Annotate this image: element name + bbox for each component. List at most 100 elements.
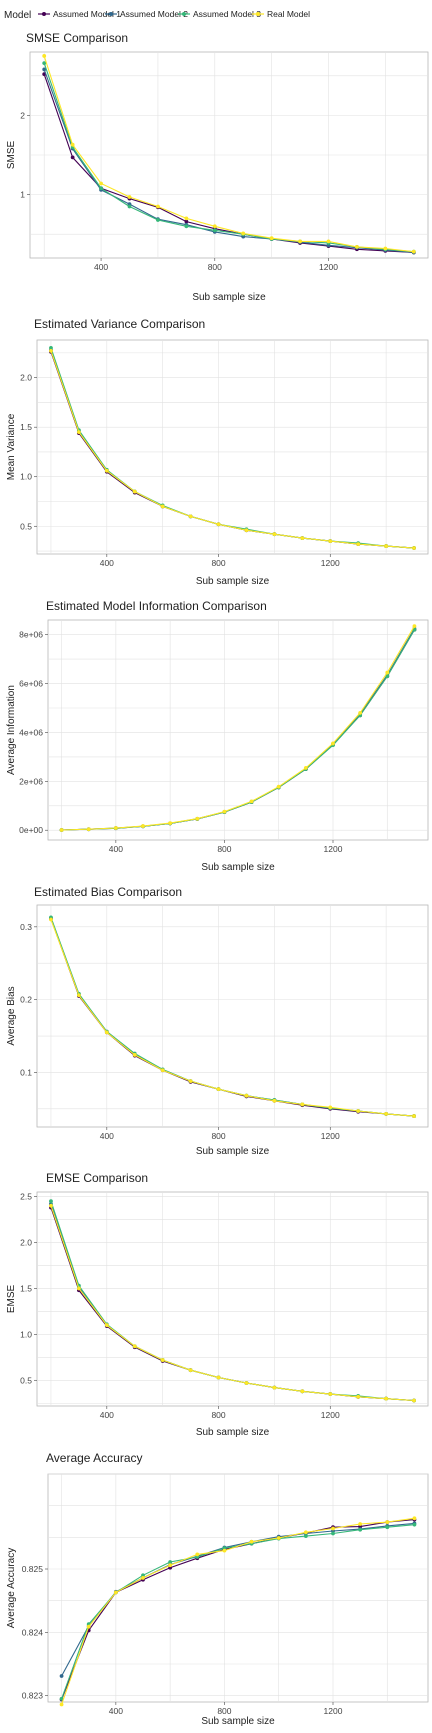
charts: SMSE Comparison 400 800 1200 1 2 Sub sample si… bbox=[6, 31, 429, 1727]
plot-frame bbox=[36, 904, 429, 1128]
series-line bbox=[43, 69, 414, 254]
data-point bbox=[216, 522, 221, 527]
y-tick-label: 1.0 bbox=[20, 472, 32, 482]
data-point bbox=[249, 1539, 254, 1544]
data-point bbox=[113, 826, 118, 830]
data-point bbox=[412, 1398, 416, 1403]
data-point bbox=[59, 1702, 64, 1707]
x-axis-label: Sub sample size bbox=[201, 862, 275, 873]
data-point bbox=[160, 1358, 165, 1362]
data-point bbox=[358, 710, 363, 715]
legend-item: Assumed Model 2 bbox=[105, 9, 188, 19]
y-tick-label: 1.5 bbox=[20, 1283, 32, 1293]
x-axis-label: Sub sample size bbox=[196, 576, 270, 587]
data-point bbox=[216, 1375, 221, 1380]
data-point bbox=[141, 1575, 145, 1580]
data-point bbox=[276, 1536, 281, 1540]
data-point bbox=[384, 1396, 389, 1401]
data-point bbox=[76, 1286, 81, 1291]
legend-label: Assumed Model 2 bbox=[120, 9, 188, 19]
series-line bbox=[43, 74, 414, 254]
data-point bbox=[156, 204, 160, 209]
x-tick-label: 1200 bbox=[324, 844, 343, 854]
data-point bbox=[99, 186, 103, 191]
data-point bbox=[195, 1552, 200, 1557]
data-point bbox=[212, 228, 217, 233]
x-axis-label: Sub sample size bbox=[201, 1716, 275, 1727]
x-tick-label: 800 bbox=[211, 1410, 225, 1420]
series-line bbox=[50, 350, 415, 549]
data-point bbox=[49, 1203, 53, 1208]
data-point bbox=[222, 1548, 227, 1553]
x-tick-label: 400 bbox=[100, 558, 114, 568]
y-tick-label: 0.1 bbox=[20, 1067, 32, 1077]
data-point bbox=[300, 1102, 305, 1107]
gridlines bbox=[48, 620, 428, 840]
data-point bbox=[385, 674, 390, 679]
legend-label: Assumed Model 1 bbox=[53, 9, 121, 19]
series-line bbox=[61, 1517, 415, 1705]
legend-key-point bbox=[182, 12, 186, 16]
legend-item: Real Model bbox=[252, 9, 310, 19]
gridlines bbox=[37, 1192, 428, 1406]
data-point bbox=[384, 1111, 389, 1116]
data-point bbox=[358, 1527, 363, 1532]
x-tick-label: 400 bbox=[100, 1410, 114, 1420]
data-point bbox=[59, 828, 64, 832]
x-tick-label: 800 bbox=[208, 262, 222, 272]
series-line bbox=[61, 625, 415, 831]
y-tick-label: 2e+06 bbox=[19, 776, 43, 786]
chart-panel: SMSE Comparison 400 800 1200 1 2 Sub sample si… bbox=[6, 31, 429, 303]
chart-title: SMSE Comparison bbox=[26, 31, 128, 45]
plot-frame bbox=[36, 1191, 429, 1407]
x-tick-label: 800 bbox=[211, 1131, 225, 1141]
data-point bbox=[184, 216, 189, 221]
data-point bbox=[269, 236, 274, 241]
data-point bbox=[222, 809, 227, 814]
series-group bbox=[49, 917, 416, 1118]
legend-key-point bbox=[109, 12, 113, 16]
y-axis-label: EMSE bbox=[6, 1285, 17, 1314]
y-axis-label: Mean Variance bbox=[6, 413, 17, 480]
data-point bbox=[132, 489, 137, 494]
y-axis-label: SMSE bbox=[6, 141, 17, 170]
data-point bbox=[168, 1563, 173, 1568]
x-axis-label: Sub sample size bbox=[192, 292, 266, 303]
data-point bbox=[241, 231, 246, 236]
data-point bbox=[355, 245, 359, 249]
y-tick-label: 8e+06 bbox=[19, 630, 43, 640]
data-point bbox=[328, 1392, 333, 1396]
chart-panel: Estimated Variance Comparison 400 800 1200 0… bbox=[6, 317, 429, 587]
x-axis-label: Sub sample size bbox=[196, 1427, 270, 1438]
x-tick-label: 1200 bbox=[324, 1706, 343, 1716]
legend-item: Assumed Model 1 bbox=[38, 9, 121, 19]
x-tick-label: 800 bbox=[211, 558, 225, 568]
y-tick-label: 0.824 bbox=[22, 1627, 44, 1637]
data-point bbox=[42, 67, 47, 72]
data-point bbox=[298, 239, 302, 244]
data-point bbox=[70, 142, 75, 147]
x-tick-label: 800 bbox=[217, 1706, 231, 1716]
chart-panel: Estimated Model Information Comparison 40… bbox=[6, 599, 429, 873]
data-point bbox=[216, 1087, 221, 1092]
legend-label: Assumed Model 3 bbox=[193, 9, 261, 19]
gridlines bbox=[48, 1473, 428, 1702]
data-point bbox=[356, 542, 361, 546]
x-axis-label: Sub sample size bbox=[196, 1146, 270, 1157]
chart-title: EMSE Comparison bbox=[46, 1171, 148, 1185]
plot-frame bbox=[36, 339, 429, 555]
series-group bbox=[59, 624, 417, 832]
plot-frame bbox=[47, 619, 429, 841]
data-point bbox=[272, 532, 277, 537]
y-tick-label: 0.3 bbox=[20, 922, 32, 932]
series-group bbox=[49, 348, 416, 550]
y-tick-label: 6e+06 bbox=[19, 679, 43, 689]
x-tick-label: 800 bbox=[217, 844, 231, 854]
data-point bbox=[127, 204, 132, 209]
data-point bbox=[188, 1079, 193, 1084]
data-point bbox=[70, 155, 75, 160]
data-point bbox=[249, 799, 254, 804]
